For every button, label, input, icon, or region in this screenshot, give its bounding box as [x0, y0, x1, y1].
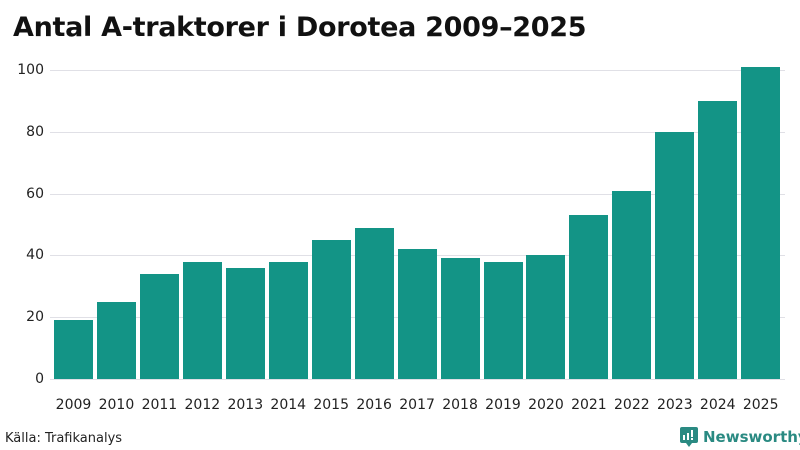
bar[interactable]: [268, 261, 308, 379]
y-tick-label: 60: [26, 185, 44, 202]
y-tick-label: 20: [26, 309, 44, 326]
x-tick-label: 2011: [141, 397, 178, 413]
x-tick-label: 2009: [55, 397, 92, 413]
brand-logo[interactable]: Newsworthy: [680, 427, 800, 447]
newsworthy-logo-icon: [680, 427, 698, 447]
x-tick-label: 2020: [528, 397, 564, 413]
bar[interactable]: [54, 320, 93, 379]
x-tick-label: 2023: [656, 397, 693, 413]
x-tick-label: 2017: [399, 397, 435, 413]
bar[interactable]: [182, 261, 222, 379]
gridline: [50, 131, 785, 133]
y-tick-label: 100: [17, 62, 44, 78]
bar[interactable]: [483, 261, 523, 379]
brand-name: Newsworthy: [703, 428, 800, 446]
x-tick-label: 2010: [98, 397, 135, 413]
y-tick-label: 40: [26, 247, 44, 264]
bar[interactable]: [354, 227, 394, 379]
x-tick-label: 2014: [270, 397, 307, 413]
gridline: [50, 193, 785, 195]
bar[interactable]: [311, 239, 351, 379]
y-tick-label: 80: [26, 123, 44, 140]
y-tick-label: 0: [35, 371, 44, 387]
bar[interactable]: [139, 273, 179, 379]
source-note: Källa: Trafikanalys: [5, 431, 123, 446]
x-tick-label: 2022: [614, 397, 650, 413]
bar[interactable]: [526, 255, 566, 379]
x-tick-label: 2013: [227, 397, 264, 413]
x-tick-label: 2025: [742, 397, 779, 413]
bar[interactable]: [397, 249, 437, 379]
bar[interactable]: [612, 190, 652, 379]
x-tick-label: 2015: [313, 397, 349, 413]
x-tick-label: 2021: [571, 397, 607, 413]
gridline: [50, 379, 785, 380]
gridline: [50, 70, 785, 71]
bar[interactable]: [698, 100, 738, 379]
bar[interactable]: [440, 258, 480, 379]
bar[interactable]: [741, 66, 781, 379]
x-tick-label: 2019: [485, 397, 521, 413]
x-tick-label: 2024: [699, 397, 736, 413]
bar[interactable]: [96, 301, 136, 379]
x-tick-label: 2018: [442, 397, 478, 413]
bar[interactable]: [655, 131, 695, 379]
chart-title: Antal A-traktorer i Dorotea 2009–2025: [13, 12, 587, 43]
bar[interactable]: [225, 267, 265, 379]
x-tick-label: 2016: [356, 397, 392, 413]
bar[interactable]: [569, 215, 609, 379]
x-tick-label: 2012: [184, 397, 221, 413]
